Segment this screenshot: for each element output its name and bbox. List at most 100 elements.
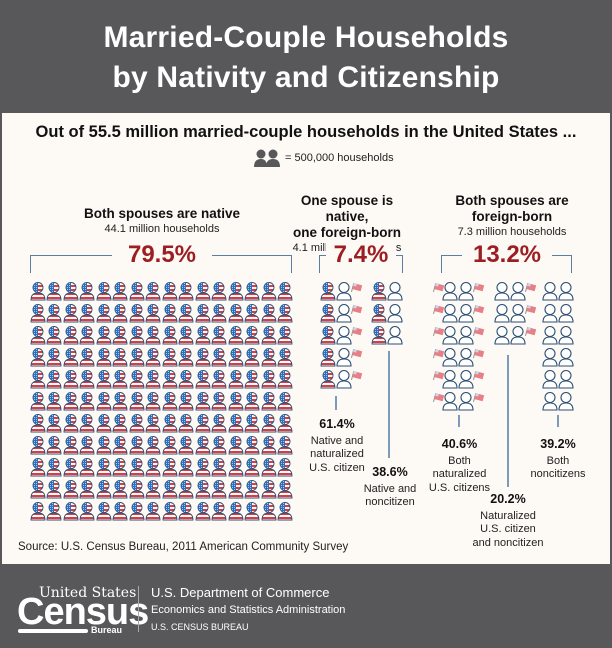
- couple-icon: [96, 348, 128, 367]
- couple-icon: [30, 304, 62, 323]
- couple-icon: [30, 326, 62, 345]
- couple-icon: [228, 304, 260, 323]
- label-line: U.S. citizens: [428, 481, 491, 494]
- group-both-native-header: Both spouses are native 44.1 million hou…: [42, 206, 282, 236]
- couple-icon: [432, 369, 485, 389]
- census-logo: Census: [17, 591, 149, 633]
- footer-line-2: Economics and Statistics Administration: [151, 604, 346, 616]
- couple-icon: [542, 369, 574, 389]
- couple-icon: [30, 348, 62, 367]
- couple-icon: [129, 414, 161, 433]
- couple-icon: [129, 326, 161, 345]
- couple-icon: [162, 370, 194, 389]
- couple-icon: [195, 304, 227, 323]
- couple-icon: [261, 282, 293, 301]
- connector-line: [388, 351, 390, 458]
- label-native-naturalized: 61.4% Native and naturalized U.S. citize…: [302, 417, 372, 475]
- label-line: U.S. citizen: [480, 523, 536, 535]
- couple-icon: [195, 282, 227, 301]
- couple-icon: [129, 436, 161, 455]
- couple-icon: [261, 326, 293, 345]
- breakdown-percent: 40.6%: [441, 437, 478, 451]
- title-line-1: Married-Couple Households: [103, 21, 509, 54]
- couple-icon: [542, 281, 574, 301]
- couple-icon: [228, 458, 260, 477]
- couple-icon: [96, 326, 128, 345]
- couple-icon: [432, 391, 485, 411]
- subtitle: Out of 55.5 million married-couple house…: [35, 123, 577, 141]
- icon-column-naturalized-noncitizen: [494, 281, 540, 347]
- census-logo-top: United States: [39, 585, 137, 601]
- legend-text: = 500,000 households: [285, 152, 394, 164]
- couple-icon: [30, 414, 62, 433]
- label-line: Both: [546, 454, 570, 467]
- legend: = 500,000 households: [254, 149, 394, 167]
- label-line: Naturalized: [480, 509, 536, 522]
- icon-column-both-noncitizens: [542, 281, 575, 413]
- couple-icon: [195, 502, 227, 521]
- footer-line-1: U.S. Department of Commerce: [151, 585, 330, 600]
- couple-icon: [129, 392, 161, 411]
- couple-icon: [63, 480, 95, 499]
- group-title-line-1: Both spouses are: [455, 193, 569, 208]
- footer-divider: [138, 586, 139, 632]
- couple-icon: [432, 325, 485, 345]
- census-logo-bar: [18, 629, 88, 633]
- couple-icon: [30, 480, 62, 499]
- couple-icon: [261, 414, 293, 433]
- group-title-line-2: foreign-born: [471, 209, 553, 224]
- couple-icon: [96, 458, 128, 477]
- group-households: 7.3 million households: [457, 226, 567, 238]
- page-title: Married-Couple Households by Nativity an…: [0, 0, 612, 98]
- couple-icon: [30, 436, 62, 455]
- couple-icon: [320, 325, 363, 345]
- couple-icon: [162, 502, 194, 521]
- group-title-line-1: One spouse is native,: [300, 193, 394, 224]
- couple-icon: [129, 480, 161, 499]
- couple-icon: [129, 370, 161, 389]
- couple-icon: [96, 414, 128, 433]
- couple-icon: [195, 370, 227, 389]
- label-both-noncitizens: 39.2% Both noncitizens: [522, 437, 594, 482]
- couple-icon: [228, 502, 260, 521]
- group-both-foreign-header: Both spouses are foreign-born 7.3 millio…: [442, 193, 582, 239]
- group-households: 44.1 million households: [104, 223, 220, 235]
- couple-icon: [432, 281, 485, 301]
- couple-icon: [129, 282, 161, 301]
- couple-icon: [129, 458, 161, 477]
- couple-icon: [261, 370, 293, 389]
- label-line: naturalized: [310, 448, 364, 460]
- couple-icon: [320, 281, 363, 301]
- couple-icon: [162, 304, 194, 323]
- couple-icon: [96, 282, 128, 301]
- percent-both-foreign: 13.2%: [462, 241, 552, 269]
- couple-icon: [542, 347, 574, 367]
- couple-icon: [30, 370, 62, 389]
- connector-line: [335, 396, 337, 410]
- percent-one-native: 7.4%: [326, 241, 396, 269]
- couple-icon: [195, 458, 227, 477]
- label-line: U.S. citizen: [309, 461, 365, 474]
- couple-icon: [63, 392, 95, 411]
- infographic-panel: Out of 55.5 million married-couple house…: [2, 113, 610, 564]
- couple-icon: [228, 326, 260, 345]
- couple-icon: [195, 414, 227, 433]
- couple-icon: [542, 325, 574, 345]
- couple-icon: [30, 502, 62, 521]
- couple-icon: [162, 282, 194, 301]
- couple-icon: [63, 326, 95, 345]
- group-title-line-2: one foreign-born: [293, 225, 401, 240]
- couple-icon: [195, 480, 227, 499]
- couple-icon: [162, 480, 194, 499]
- couple-icon: [371, 281, 403, 301]
- couple-icon: [494, 325, 537, 345]
- couple-icon: [162, 326, 194, 345]
- couple-icon: [432, 347, 485, 367]
- source-note: Source: U.S. Census Bureau, 2011 America…: [18, 541, 349, 553]
- couple-icon: [96, 480, 128, 499]
- couple-icon: [162, 458, 194, 477]
- couple-icon: [228, 436, 260, 455]
- couple-icon: [63, 370, 95, 389]
- couple-icon: [261, 502, 293, 521]
- couple-icon: [261, 436, 293, 455]
